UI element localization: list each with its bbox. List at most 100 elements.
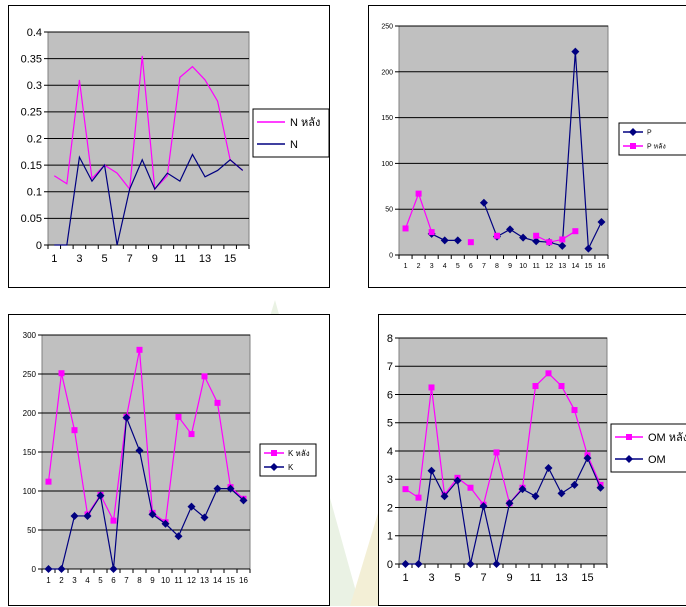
data-point [453,476,462,485]
x-tick-label: 3 [72,576,77,585]
data-point [479,198,488,207]
data-point [544,463,553,472]
data-point [96,491,105,500]
legend-marker [630,143,636,149]
data-point [519,233,528,242]
chart-p: 0 50 100 150 200 250 1 2 3 4 5 6 7 8 9 10 11 12 13 14 15 16 P P… [368,5,686,288]
x-tick-label: 3 [76,253,82,265]
data-point [174,532,183,541]
data-point [201,373,208,380]
x-tick-label: 12 [545,263,553,270]
y-tick-label: 5 [387,418,393,430]
y-tick-label: 3 [387,474,393,486]
x-tick-label: 13 [200,576,209,585]
x-tick-label: 9 [508,263,512,270]
chart-n: 0 0.05 0.1 0.15 0.2 0.25 0.3 0.35 0.4 1 3 5 7 9 11 13 15… [8,5,330,288]
data-point [148,510,157,519]
data-point [110,517,117,524]
x-tick-label: 7 [124,576,129,585]
x-tick-label: 5 [456,263,460,270]
legend-label: K หลัง [288,449,310,458]
x-tick-label: 9 [506,572,512,584]
data-point [546,239,553,246]
data-point [402,486,409,493]
y-tick-label: 6 [387,389,393,401]
series-n-0 [53,55,244,191]
data-point [545,370,552,377]
x-tick-label: 4 [85,576,90,585]
data-point [213,484,222,493]
data-point [570,480,579,489]
x-tick-label: 10 [161,576,170,585]
legend-marker [625,455,633,463]
series-n-1 [54,153,244,246]
data-point [200,513,209,522]
data-point [187,502,196,511]
legend-label: K [288,463,294,472]
data-point [559,236,566,243]
data-point [226,484,235,493]
legend-label: P หลัง [647,142,666,150]
y-tick-label: 0.35 [21,53,42,65]
x-tick-label: 1 [51,253,57,265]
data-point [493,232,500,239]
x-tick-label: 10 [519,263,527,270]
series-line [483,51,603,251]
x-tick-label: 8 [137,576,142,585]
legend-box-n [252,108,330,158]
y-tick-label: 100 [381,161,393,168]
chart-n-svg: 00.050.10.150.20.250.30.350.41 3 5 7 9 11 13 15… [21,27,330,265]
data-point [45,478,52,485]
data-point [466,560,475,568]
y-tick-label: 1 [387,531,393,543]
data-point [109,565,118,573]
series-p-1 [402,190,579,246]
plot-area-p [398,25,609,256]
data-point [518,485,527,494]
data-point [136,346,143,353]
data-point [558,383,565,390]
data-point [505,499,514,508]
x-tick-label: 3 [430,263,434,270]
data-point [214,399,221,406]
x-tick-label: 13 [555,572,567,584]
y-tick-label: 0.2 [27,133,42,145]
data-point [492,560,501,568]
x-tick-label: 2 [59,576,64,585]
data-point [428,384,435,391]
x-tick-label: 11 [530,572,541,584]
data-point [427,466,436,475]
data-point [440,236,449,245]
data-point [493,449,500,456]
data-point [583,454,592,463]
y-tick-label: 250 [23,370,37,379]
series-line [54,153,244,246]
x-tick-label: 7 [482,263,486,270]
legend-marker [629,128,637,136]
data-point [596,483,605,492]
x-tick-label: 5 [98,576,103,585]
y-tick-label: 0.25 [21,107,42,119]
x-tick-label: 5 [454,572,460,584]
x-tick-label: 11 [174,576,183,585]
y-tick-label: 2 [387,502,393,514]
series-line [53,55,244,191]
data-point [239,496,248,505]
data-point [532,237,541,246]
series-line [535,230,576,243]
x-tick-label: 14 [571,263,579,270]
data-point [83,511,92,520]
data-point [453,236,462,245]
y-tick-label: 200 [381,69,393,76]
data-point [557,489,566,498]
legend-label: N [290,139,298,151]
data-point [70,511,79,520]
x-tick-label: 6 [111,576,116,585]
legend-marker [271,450,277,456]
data-point [414,560,423,568]
x-tick-label: 15 [585,263,593,270]
series-line [48,417,244,570]
data-point [188,431,195,438]
data-point [572,228,579,235]
x-tick-label: 12 [187,576,196,585]
